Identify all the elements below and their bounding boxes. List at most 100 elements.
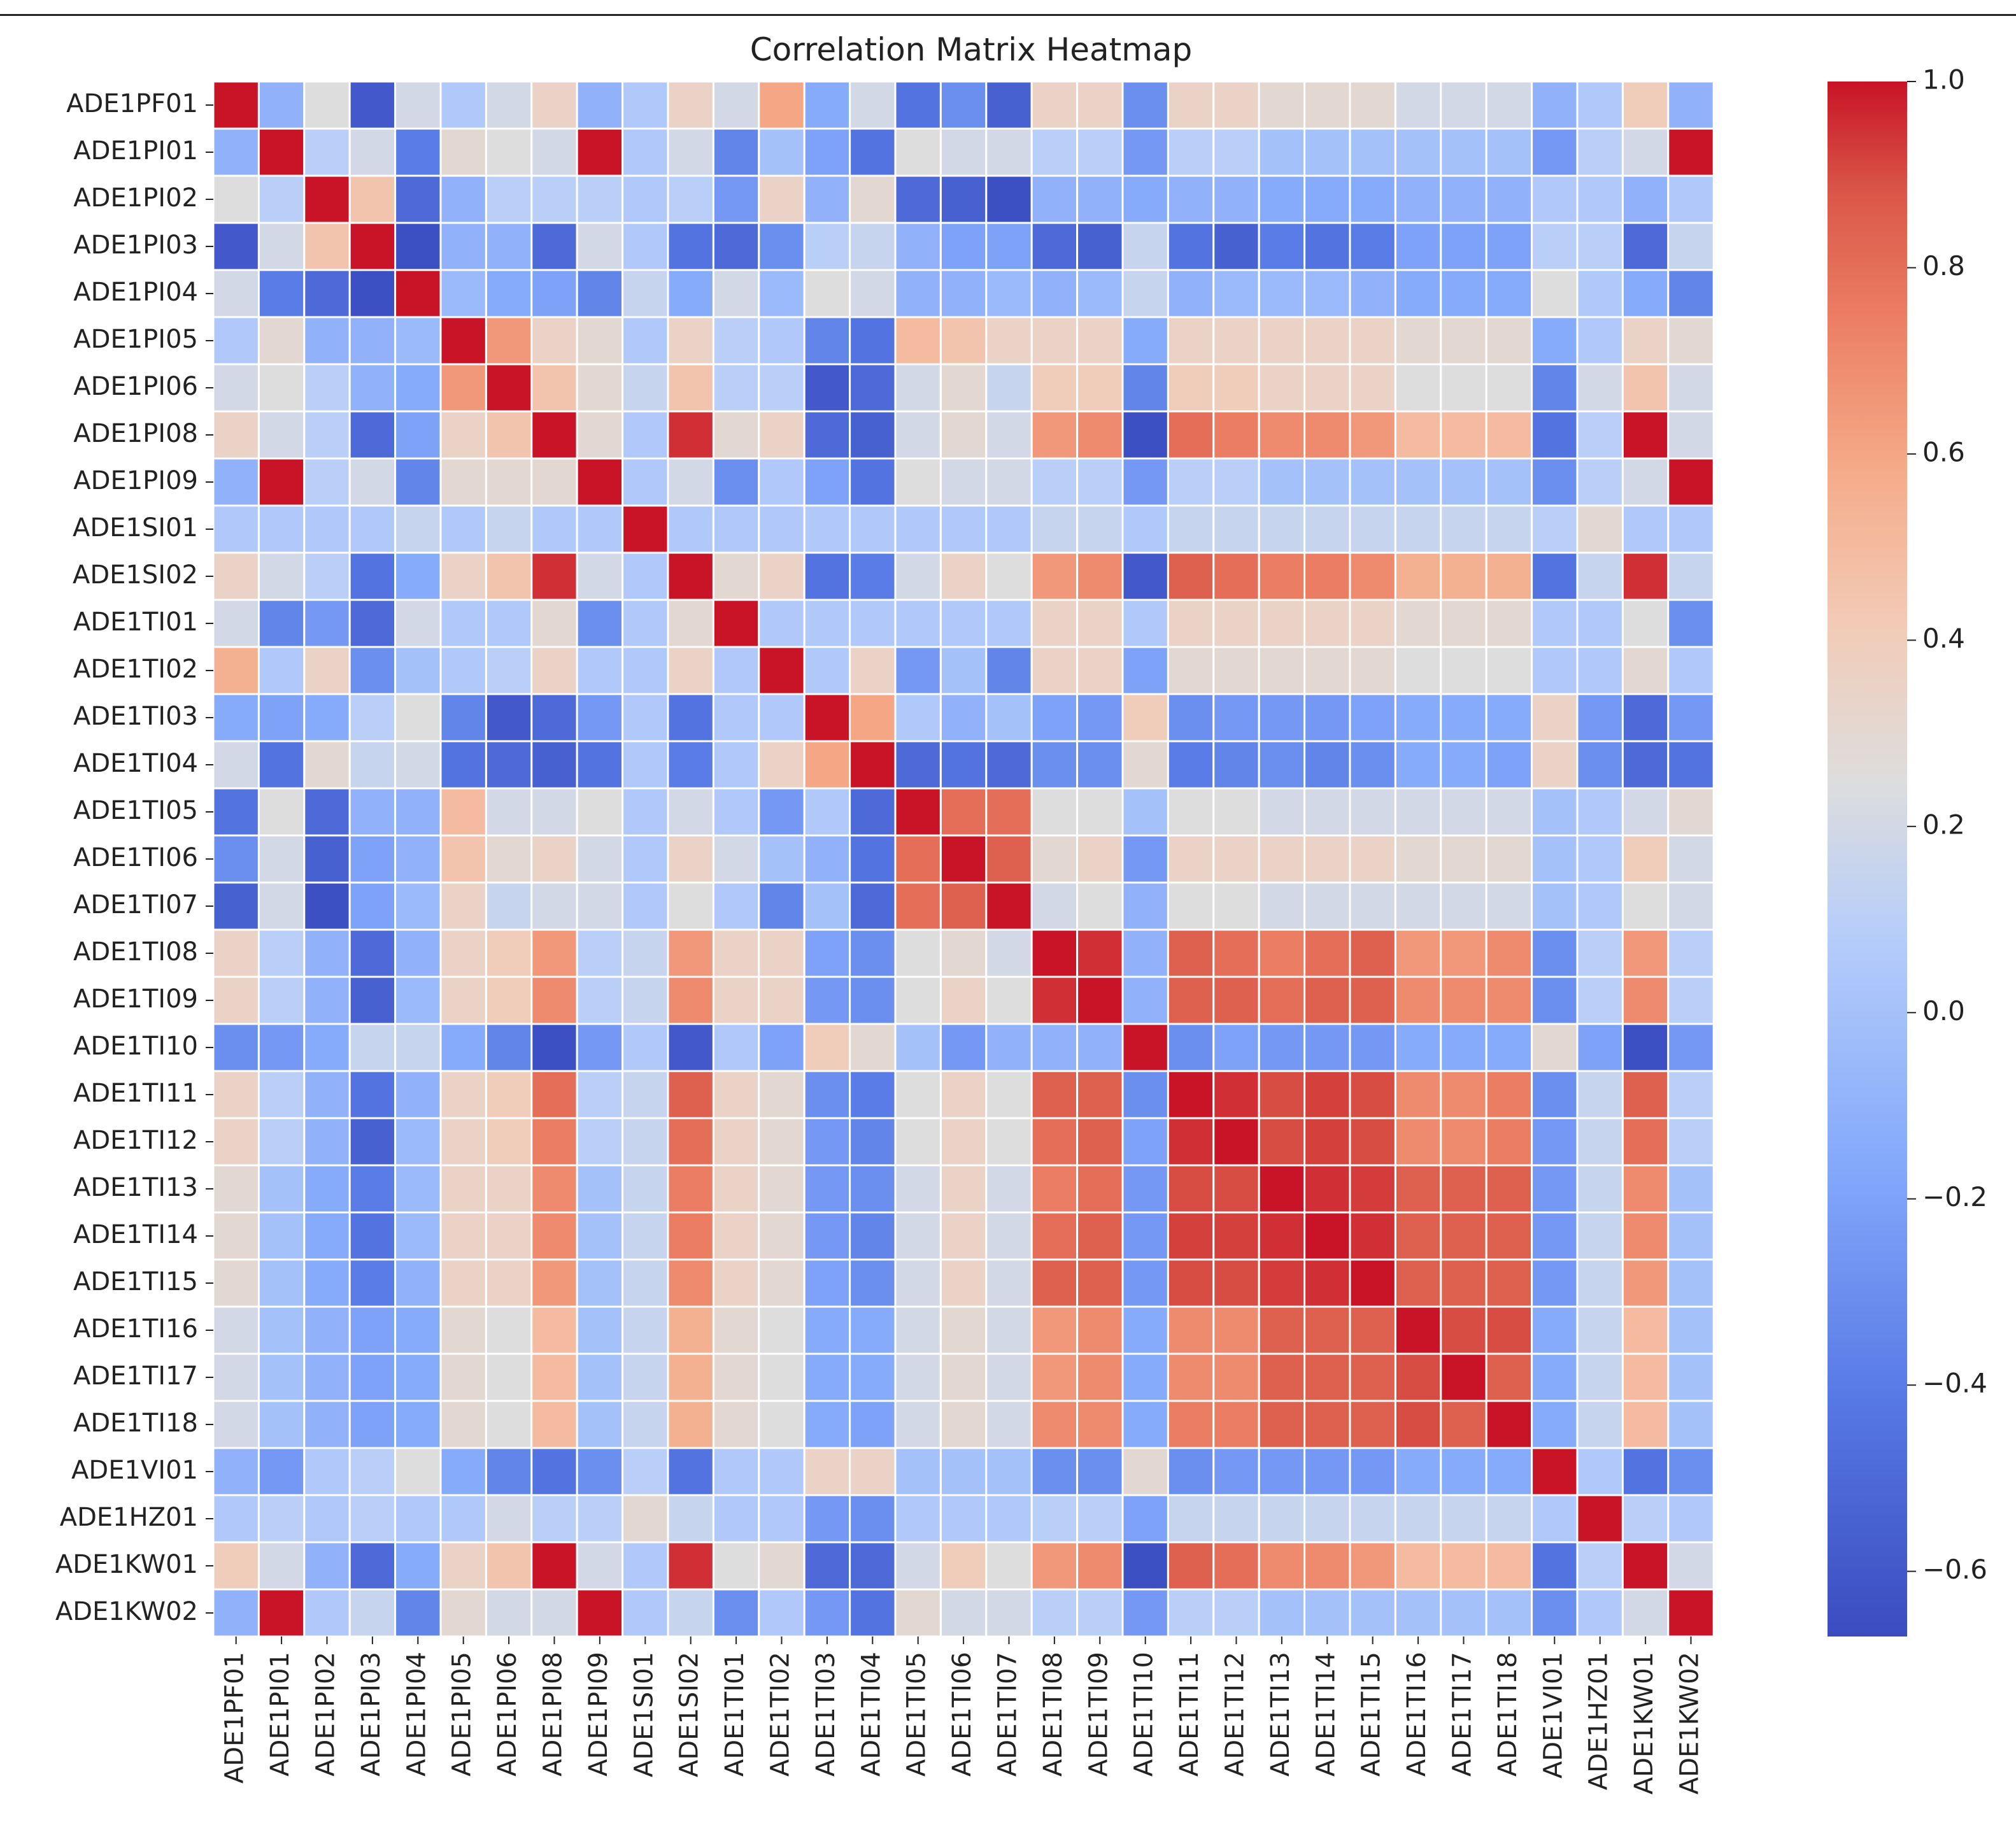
heatmap-cell [1576, 1070, 1624, 1119]
heatmap-cell [1440, 1117, 1487, 1167]
heatmap-cell [303, 504, 351, 554]
heatmap-cell [939, 316, 988, 366]
heatmap-cell [303, 1070, 351, 1119]
heatmap-cell [212, 881, 260, 931]
heatmap-cell [348, 222, 397, 271]
heatmap-cell [530, 1117, 578, 1167]
heatmap-cell [1621, 1164, 1670, 1214]
heatmap-cell [894, 269, 942, 318]
heatmap-cell [348, 1117, 397, 1167]
heatmap-cell [939, 80, 988, 130]
heatmap-cell [1167, 1353, 1215, 1402]
heatmap-cell [803, 1305, 851, 1355]
heatmap-cell [667, 1400, 714, 1449]
heatmap-cell [1440, 1164, 1487, 1214]
heatmap-cell [394, 599, 442, 648]
heatmap-cell [803, 693, 851, 742]
heatmap-cell [257, 551, 306, 601]
heatmap-cell [1212, 740, 1260, 790]
heatmap-cell [348, 976, 397, 1025]
heatmap-cell [303, 457, 351, 507]
heatmap-cell [439, 80, 487, 130]
heatmap-cell [439, 410, 487, 460]
column-label: ADE1SI02 [675, 1652, 704, 1777]
column-label: ADE1PI02 [311, 1652, 341, 1777]
heatmap-cell [1030, 457, 1079, 507]
heatmap-cell [1394, 80, 1442, 130]
heatmap-cell [1167, 693, 1215, 742]
heatmap-cell [257, 1117, 306, 1167]
heatmap-cell [1076, 410, 1124, 460]
heatmap-cell [894, 504, 942, 554]
heatmap-cell [1394, 1400, 1442, 1449]
heatmap-cell [1303, 363, 1351, 413]
heatmap-cell [212, 1164, 260, 1214]
heatmap-cell [1621, 269, 1670, 318]
heatmap-cell [439, 1447, 487, 1496]
heatmap-cell [1576, 976, 1624, 1025]
heatmap-cell [939, 1400, 988, 1449]
heatmap-cell [894, 127, 942, 177]
heatmap-cell [1394, 269, 1442, 318]
heatmap-cell [1030, 787, 1079, 837]
heatmap-cell [530, 316, 578, 366]
heatmap-cell [1394, 1211, 1442, 1261]
heatmap-cell [439, 174, 487, 224]
heatmap-cell [1349, 269, 1396, 318]
heatmap-cell [530, 127, 578, 177]
heatmap-cell [1121, 127, 1169, 177]
heatmap-cell [712, 316, 760, 366]
heatmap-cell [667, 174, 714, 224]
heatmap-cell [303, 1258, 351, 1308]
heatmap-cell [1212, 1588, 1260, 1638]
heatmap-cell [1576, 1588, 1624, 1638]
heatmap-cell [303, 269, 351, 318]
heatmap-cell [621, 1447, 669, 1496]
heatmap-cell [212, 174, 260, 224]
heatmap-cell [1349, 174, 1396, 224]
heatmap-cell [1121, 269, 1169, 318]
heatmap-cell [1440, 1588, 1487, 1638]
heatmap-cell [1212, 363, 1260, 413]
heatmap-cell [803, 222, 851, 271]
heatmap-cell [439, 646, 487, 695]
heatmap-cell [712, 1258, 760, 1308]
heatmap-cell [1440, 1494, 1487, 1544]
heatmap-cell [1258, 740, 1306, 790]
heatmap-cell [257, 1494, 306, 1544]
heatmap-cell [1531, 174, 1579, 224]
heatmap-cell [803, 1447, 851, 1496]
column-label: ADE1SI01 [629, 1652, 658, 1777]
heatmap-cell [1440, 504, 1487, 554]
heatmap-cell [1621, 1447, 1670, 1496]
heatmap-cell [939, 1211, 988, 1261]
heatmap-cell [849, 1400, 897, 1449]
heatmap-cell [348, 787, 397, 837]
heatmap-cell [1212, 1211, 1260, 1261]
heatmap-cell [1621, 976, 1670, 1025]
heatmap-cell [894, 457, 942, 507]
colorbar-tick-label: −0.6 [1922, 1554, 1987, 1585]
heatmap-cell [1531, 410, 1579, 460]
heatmap-cell [1667, 599, 1715, 648]
heatmap-cell [1576, 1353, 1624, 1402]
column-label: ADE1KW01 [1629, 1652, 1659, 1794]
heatmap-cell [894, 881, 942, 931]
heatmap-cell [1076, 646, 1124, 695]
heatmap-cell [1485, 127, 1533, 177]
heatmap-cell [1167, 1305, 1215, 1355]
heatmap-cell [1030, 976, 1079, 1025]
heatmap-cell [939, 457, 988, 507]
heatmap-cell [439, 269, 487, 318]
heatmap-cell [758, 693, 806, 742]
heatmap-cell [1485, 269, 1533, 318]
heatmap-cell [303, 834, 351, 884]
heatmap-cell [439, 599, 487, 648]
heatmap-cell [212, 80, 260, 130]
heatmap-cell [348, 1541, 397, 1591]
column-label: ADE1PI01 [266, 1652, 295, 1777]
heatmap-cell [667, 410, 714, 460]
heatmap-cell [212, 1258, 260, 1308]
heatmap-cell [485, 1541, 533, 1591]
heatmap-cell [212, 1353, 260, 1402]
